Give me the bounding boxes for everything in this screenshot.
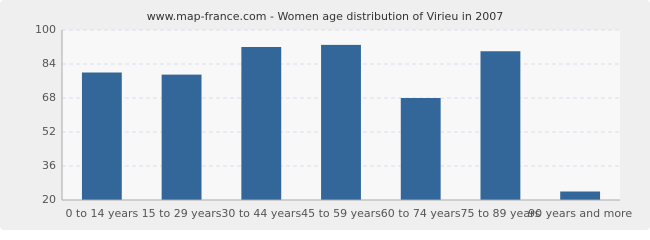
chart: www.map-france.com - Women age distribut… [0,0,650,230]
x-tick-label: 60 to 74 years [381,207,461,220]
y-tick-label: 36 [42,159,56,172]
x-tick-label: 75 to 89 years [461,207,541,220]
y-tick-label: 84 [42,57,56,70]
y-tick-label: 100 [35,23,56,36]
bar [321,44,361,200]
bar [480,51,521,200]
bar [400,98,441,200]
bar [81,72,122,200]
x-tick-label: 45 to 59 years [301,207,381,220]
x-tick-label: 30 to 44 years [221,207,301,220]
bar [241,47,282,200]
x-tick-label: 15 to 29 years [142,207,222,220]
bar [560,191,601,200]
chart-title: www.map-france.com - Women age distribut… [147,10,504,23]
x-tick-label: 90 years and more [528,207,632,220]
y-tick-label: 68 [42,91,56,104]
bar [161,74,202,200]
x-tick-label: 0 to 14 years [65,207,138,220]
y-tick-label: 52 [42,125,56,138]
y-tick-label: 20 [42,193,56,206]
